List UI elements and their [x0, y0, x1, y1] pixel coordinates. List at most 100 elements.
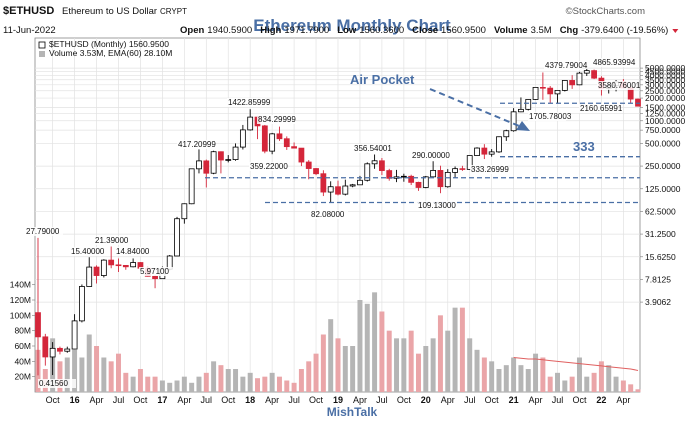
price-label: 834.29999	[258, 115, 296, 124]
x-tick-label: 22	[596, 395, 606, 405]
volume-bar	[79, 357, 85, 392]
x-tick-label: 21	[509, 395, 519, 405]
volume-bar	[496, 369, 502, 392]
candle-body	[371, 160, 378, 165]
volume-bar	[159, 380, 165, 392]
volume-bar	[284, 380, 290, 392]
candle-body	[576, 72, 583, 86]
y-tick-label: 1500.0000	[645, 102, 685, 112]
x-tick-label: Apr	[265, 395, 279, 405]
candle-body	[437, 170, 444, 188]
legend-volume: Volume 3.53M, EMA(60) 28.10M	[49, 48, 172, 58]
volume-bar	[86, 334, 92, 392]
candle-body	[196, 160, 202, 170]
footer: MishTalk	[327, 405, 378, 419]
change-arrow	[672, 29, 679, 33]
quote-value: 1560.9500	[441, 25, 486, 36]
volume-bar	[145, 376, 151, 392]
candle-body	[218, 151, 224, 161]
price-label-bg	[70, 247, 108, 256]
volume-bar	[386, 330, 392, 392]
volume-bar	[445, 330, 451, 392]
y-tick-label: 3500.0000	[645, 75, 685, 85]
x-tick-label: Oct	[221, 395, 236, 405]
x-tick-label: 16	[70, 395, 80, 405]
volume-bar	[262, 376, 268, 392]
y-tick-label: 250.0000	[645, 161, 681, 171]
volume-bar	[379, 311, 385, 392]
x-tick-label: Apr	[177, 395, 191, 405]
volume-tick-label: 100M	[10, 310, 31, 320]
price-label: 1705.78003	[529, 112, 572, 121]
volume-bar	[401, 338, 407, 392]
volume-bar	[459, 307, 465, 392]
volume-bar	[569, 376, 575, 392]
price-label: 27.79000	[26, 227, 60, 236]
quote-label: Low	[337, 25, 357, 36]
candle-body	[400, 175, 407, 178]
quote-label: Volume	[494, 25, 528, 36]
price-label-bg	[115, 247, 153, 256]
volume-bar	[306, 361, 312, 392]
y-tick-label: 1250.0000	[645, 108, 685, 118]
candle-body	[635, 98, 641, 107]
volume-ema-line	[513, 357, 639, 371]
candle-body	[232, 146, 239, 160]
volume-bar	[203, 372, 209, 392]
candle-body	[57, 347, 63, 352]
volume-bar	[525, 369, 531, 392]
x-tick-label: 20	[421, 395, 431, 405]
candle-body	[415, 181, 422, 188]
annotations: 27.79000 0.41560 15.40000 21.39000 14.84000 5…	[25, 58, 641, 388]
quote-value: 1560.3600	[359, 25, 404, 36]
volume-bar	[72, 349, 78, 392]
volume-bar	[357, 300, 363, 392]
candle-body	[42, 336, 49, 358]
annotation: 333	[573, 139, 595, 154]
x-tick-label: Jul	[201, 395, 213, 405]
y-tick-label: 1000.0000	[645, 116, 685, 126]
x-tick-label: Apr	[90, 395, 104, 405]
candle-body	[379, 160, 385, 171]
volume-tick-label: 40M	[14, 356, 31, 366]
volume-bar	[181, 376, 187, 392]
x-tick-label: 18	[245, 395, 255, 405]
x-tick-label: Apr	[616, 395, 630, 405]
volume-bar	[152, 376, 158, 392]
x-tick-label: Oct	[572, 395, 587, 405]
candle-body	[71, 320, 78, 350]
candle-body	[591, 70, 597, 79]
volume-bar	[555, 372, 560, 392]
candle-body	[108, 259, 115, 266]
volume-bar	[313, 353, 319, 392]
volume-bar	[101, 357, 107, 392]
candle-body	[269, 133, 276, 152]
volume-bar	[350, 346, 356, 392]
candle-body	[408, 175, 415, 183]
x-tick-label: Oct	[46, 395, 61, 405]
candle-body	[35, 312, 41, 338]
price-label: 359.22000	[250, 162, 288, 171]
exchange: CRYPT	[160, 7, 187, 16]
candle-body	[130, 262, 137, 268]
candle-body	[115, 264, 122, 267]
date: 11-Jun-2022	[3, 25, 56, 36]
volume-bar	[518, 365, 524, 392]
y-tick-label: 4000.0000	[645, 70, 685, 80]
candle-body	[100, 259, 107, 276]
candle-body	[152, 275, 158, 280]
candle-body	[210, 151, 217, 174]
x-tick-label: Jul	[464, 395, 476, 405]
candle-body	[474, 147, 480, 156]
legend: $ETHUSD (Monthly) 1560.9500 Volume 3.53M…	[38, 39, 172, 58]
y-tick-label: 2500.0000	[645, 86, 685, 96]
volume-tick-label: 80M	[14, 326, 31, 336]
price-label-bg	[227, 98, 265, 107]
candle-body	[225, 159, 232, 161]
legend-price: $ETHUSD (Monthly) 1560.9500	[49, 39, 169, 49]
candle-body	[174, 218, 180, 257]
volume-bar	[437, 315, 443, 392]
quote-label: High	[260, 25, 281, 36]
volume-bar	[533, 353, 539, 392]
